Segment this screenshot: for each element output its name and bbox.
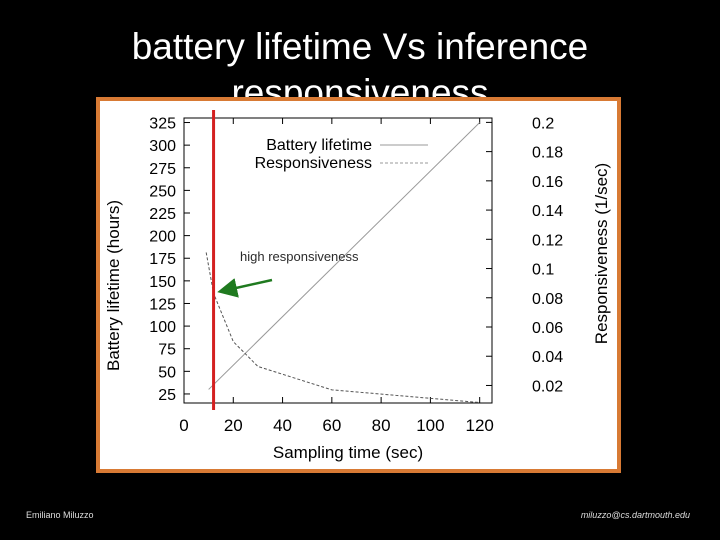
series-layer bbox=[205, 122, 481, 404]
y-tick-label: 250 bbox=[149, 183, 176, 200]
y-tick-label: 175 bbox=[149, 251, 176, 268]
y-axis-label: Battery lifetime (hours) bbox=[104, 200, 123, 371]
y-tick-label: 50 bbox=[158, 364, 176, 381]
y2-tick-label: 0.06 bbox=[532, 320, 563, 337]
plot-axes: 0 20 40 60 80 100 120 25 50 75 100 125 150 175 200 225 2… bbox=[104, 115, 611, 462]
y2-tick-label: 0.12 bbox=[532, 232, 563, 249]
y-tick-label: 225 bbox=[149, 206, 176, 223]
y-tick-label: 150 bbox=[149, 274, 176, 291]
y2-axis-label: Responsiveness (1/sec) bbox=[592, 163, 611, 344]
y2-tick-label: 0.16 bbox=[532, 174, 563, 191]
series-line-battery-lifetime bbox=[208, 122, 481, 390]
x-axis-label: Sampling time (sec) bbox=[273, 443, 423, 462]
y-tick-label: 100 bbox=[149, 319, 176, 336]
slide-title: battery lifetime Vs inference responsive… bbox=[131, 26, 589, 113]
y2-tick-label: 0.02 bbox=[532, 378, 563, 395]
y2-tick-label: 0.1 bbox=[532, 262, 554, 279]
legend-label: Responsiveness bbox=[255, 155, 372, 172]
y2-tick-label: 0.04 bbox=[532, 349, 563, 366]
y2-tick-label: 0.08 bbox=[532, 291, 563, 308]
plot-border bbox=[183, 117, 493, 404]
y-tick-label: 25 bbox=[158, 387, 176, 404]
y-tick-label: 125 bbox=[149, 296, 176, 313]
x-tick-label: 40 bbox=[273, 416, 292, 435]
series-line-responsiveness bbox=[205, 252, 480, 404]
footer-author: Emiliano Miluzzo bbox=[26, 510, 94, 520]
legend-label: Battery lifetime bbox=[266, 137, 372, 154]
footer-email: miluzzo@cs.dartmouth.edu bbox=[580, 510, 690, 520]
y2-tick-label: 0.18 bbox=[532, 145, 563, 162]
x-tick-label: 0 bbox=[179, 416, 188, 435]
overlay: high responsiveness bbox=[212, 110, 359, 410]
figure-background bbox=[100, 101, 617, 469]
annotation-arrow bbox=[217, 278, 273, 298]
x-tick-label: 80 bbox=[372, 416, 391, 435]
x-tick-label: 60 bbox=[322, 416, 341, 435]
x-tick-label: 120 bbox=[465, 416, 493, 435]
y-tick-label: 325 bbox=[149, 116, 176, 133]
y-tick-label: 200 bbox=[149, 229, 176, 246]
annotation-text: high responsiveness bbox=[240, 249, 359, 264]
y-tick-label: 75 bbox=[158, 342, 176, 359]
y-tick-label: 275 bbox=[149, 161, 176, 178]
y-tick-label: 300 bbox=[149, 138, 176, 155]
x-tick-label: 100 bbox=[416, 416, 444, 435]
y2-tick-label: 0.2 bbox=[532, 115, 554, 132]
x-tick-label: 20 bbox=[224, 416, 243, 435]
y2-tick-label: 0.14 bbox=[532, 203, 563, 220]
